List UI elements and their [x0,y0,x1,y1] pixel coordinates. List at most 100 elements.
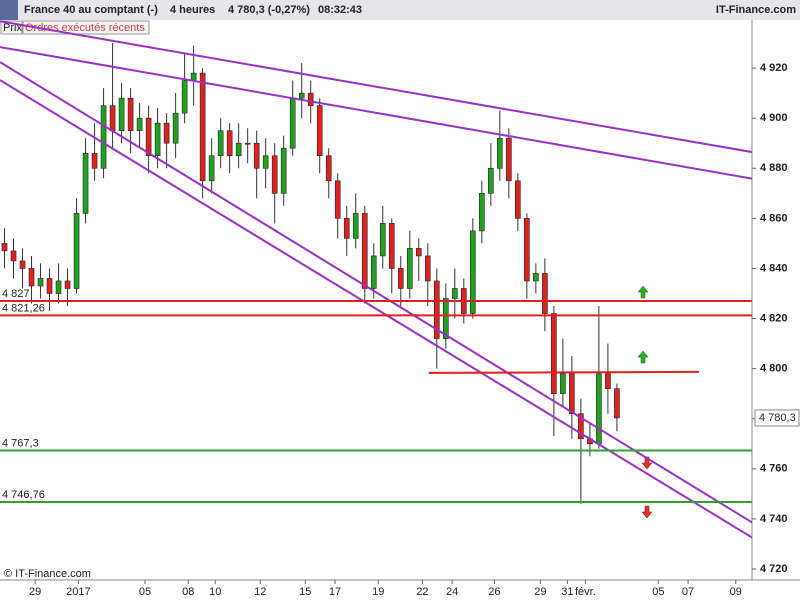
instrument: France 40 au comptant (-) [24,4,158,16]
candle-body [280,147,287,194]
candle-body [289,97,296,149]
candle-body [379,223,386,257]
candle-body [397,268,404,289]
trendline [0,46,752,180]
y-tick-label: 4 900 [760,112,788,124]
y-tick-label: 4 800 [760,363,788,375]
candle-body [271,155,278,194]
x-tick-label: 17 [329,586,341,598]
x-tick-label: 12 [254,586,266,598]
candle-body [433,280,440,339]
candle-body [127,97,134,131]
candle-body [316,105,323,157]
candle-body [361,213,368,289]
plot [0,20,752,539]
candle-body [82,152,89,214]
candle-body [415,248,422,257]
candle-body [73,213,80,289]
timeframe: 4 heures [170,4,215,16]
candle-body [253,142,260,169]
candle-body [614,388,620,419]
x-tick-label: 29 [534,586,546,598]
candle-body [406,248,413,289]
candle-body [605,373,611,389]
candle-body [334,180,341,219]
candle-body [100,105,107,169]
time: 08:32:43 [318,4,362,16]
candle-body [479,193,485,232]
candle-body [533,273,539,282]
header-bar [0,0,800,20]
level-label: 4 827 [2,288,30,300]
candle-body [181,80,188,114]
x-tick-label: 2017 [66,586,90,598]
candle-body [424,255,431,282]
menu-icon[interactable] [0,0,18,20]
candle-body [551,313,557,394]
candle-body [542,273,548,314]
trendline [428,370,699,374]
candle-body [515,180,521,219]
y-tick-label: 4 860 [760,212,788,224]
candle-body [91,152,98,169]
x-tick-label: févr. [575,586,596,598]
candle-body [343,218,350,239]
x-tick-label: 15 [299,586,311,598]
candle-body [596,373,602,445]
site: IT-Finance.com [716,4,796,16]
candle-body [524,218,530,282]
candle-body [190,72,197,81]
candle-body [154,122,161,157]
x-tick-label: 24 [446,586,458,598]
x-tick-label: 31 [561,586,573,598]
candle-body [37,278,44,287]
candle-body [560,373,566,394]
candle-body [28,268,35,287]
candle-body [64,280,71,289]
candle-body [497,137,503,169]
candle-body [217,130,224,157]
candle-body [19,260,26,269]
candle-body [172,112,179,144]
x-tick-label: 05 [652,586,664,598]
candle-body [470,230,476,314]
y-tick-label: 4 920 [760,62,788,74]
y-tick-label: 4 880 [760,162,788,174]
x-tick-label: 29 [29,586,41,598]
candle-body [136,117,143,131]
candle-body [199,72,206,182]
y-tick-label: 4 720 [760,563,788,575]
x-tick-label: 08 [182,586,194,598]
candle-body [262,155,269,169]
footer: © IT-Finance.com [4,568,91,580]
candle-body [569,373,575,415]
candle-body [208,155,215,182]
candle-body [488,167,494,194]
up-arrow [637,285,649,299]
candle-body [325,155,332,182]
candle-body [298,92,305,99]
last-price-box [754,409,800,427]
x-tick-label: 07 [682,586,694,598]
candle-body [235,142,242,157]
level-label: 4 746,76 [2,489,45,501]
x-tick-label: 26 [488,586,500,598]
last-price-label: 4 780,3 [759,412,796,424]
candle-body [352,213,359,239]
candle-body [1,243,8,252]
x-tick-label: 22 [416,586,428,598]
x-tick-label: 05 [139,586,151,598]
candle-body [370,255,377,289]
candle-body [578,413,584,440]
trendline [0,20,752,154]
x-tick-label: 09 [730,586,742,598]
x-tick-label: 10 [209,586,221,598]
x-tick-label: 19 [372,586,384,598]
candle-body [226,130,233,157]
y-tick-label: 4 740 [760,513,788,525]
candle-body [55,280,62,294]
y-tick-label: 4 760 [760,463,788,475]
level-label: 4 767,3 [2,437,39,449]
